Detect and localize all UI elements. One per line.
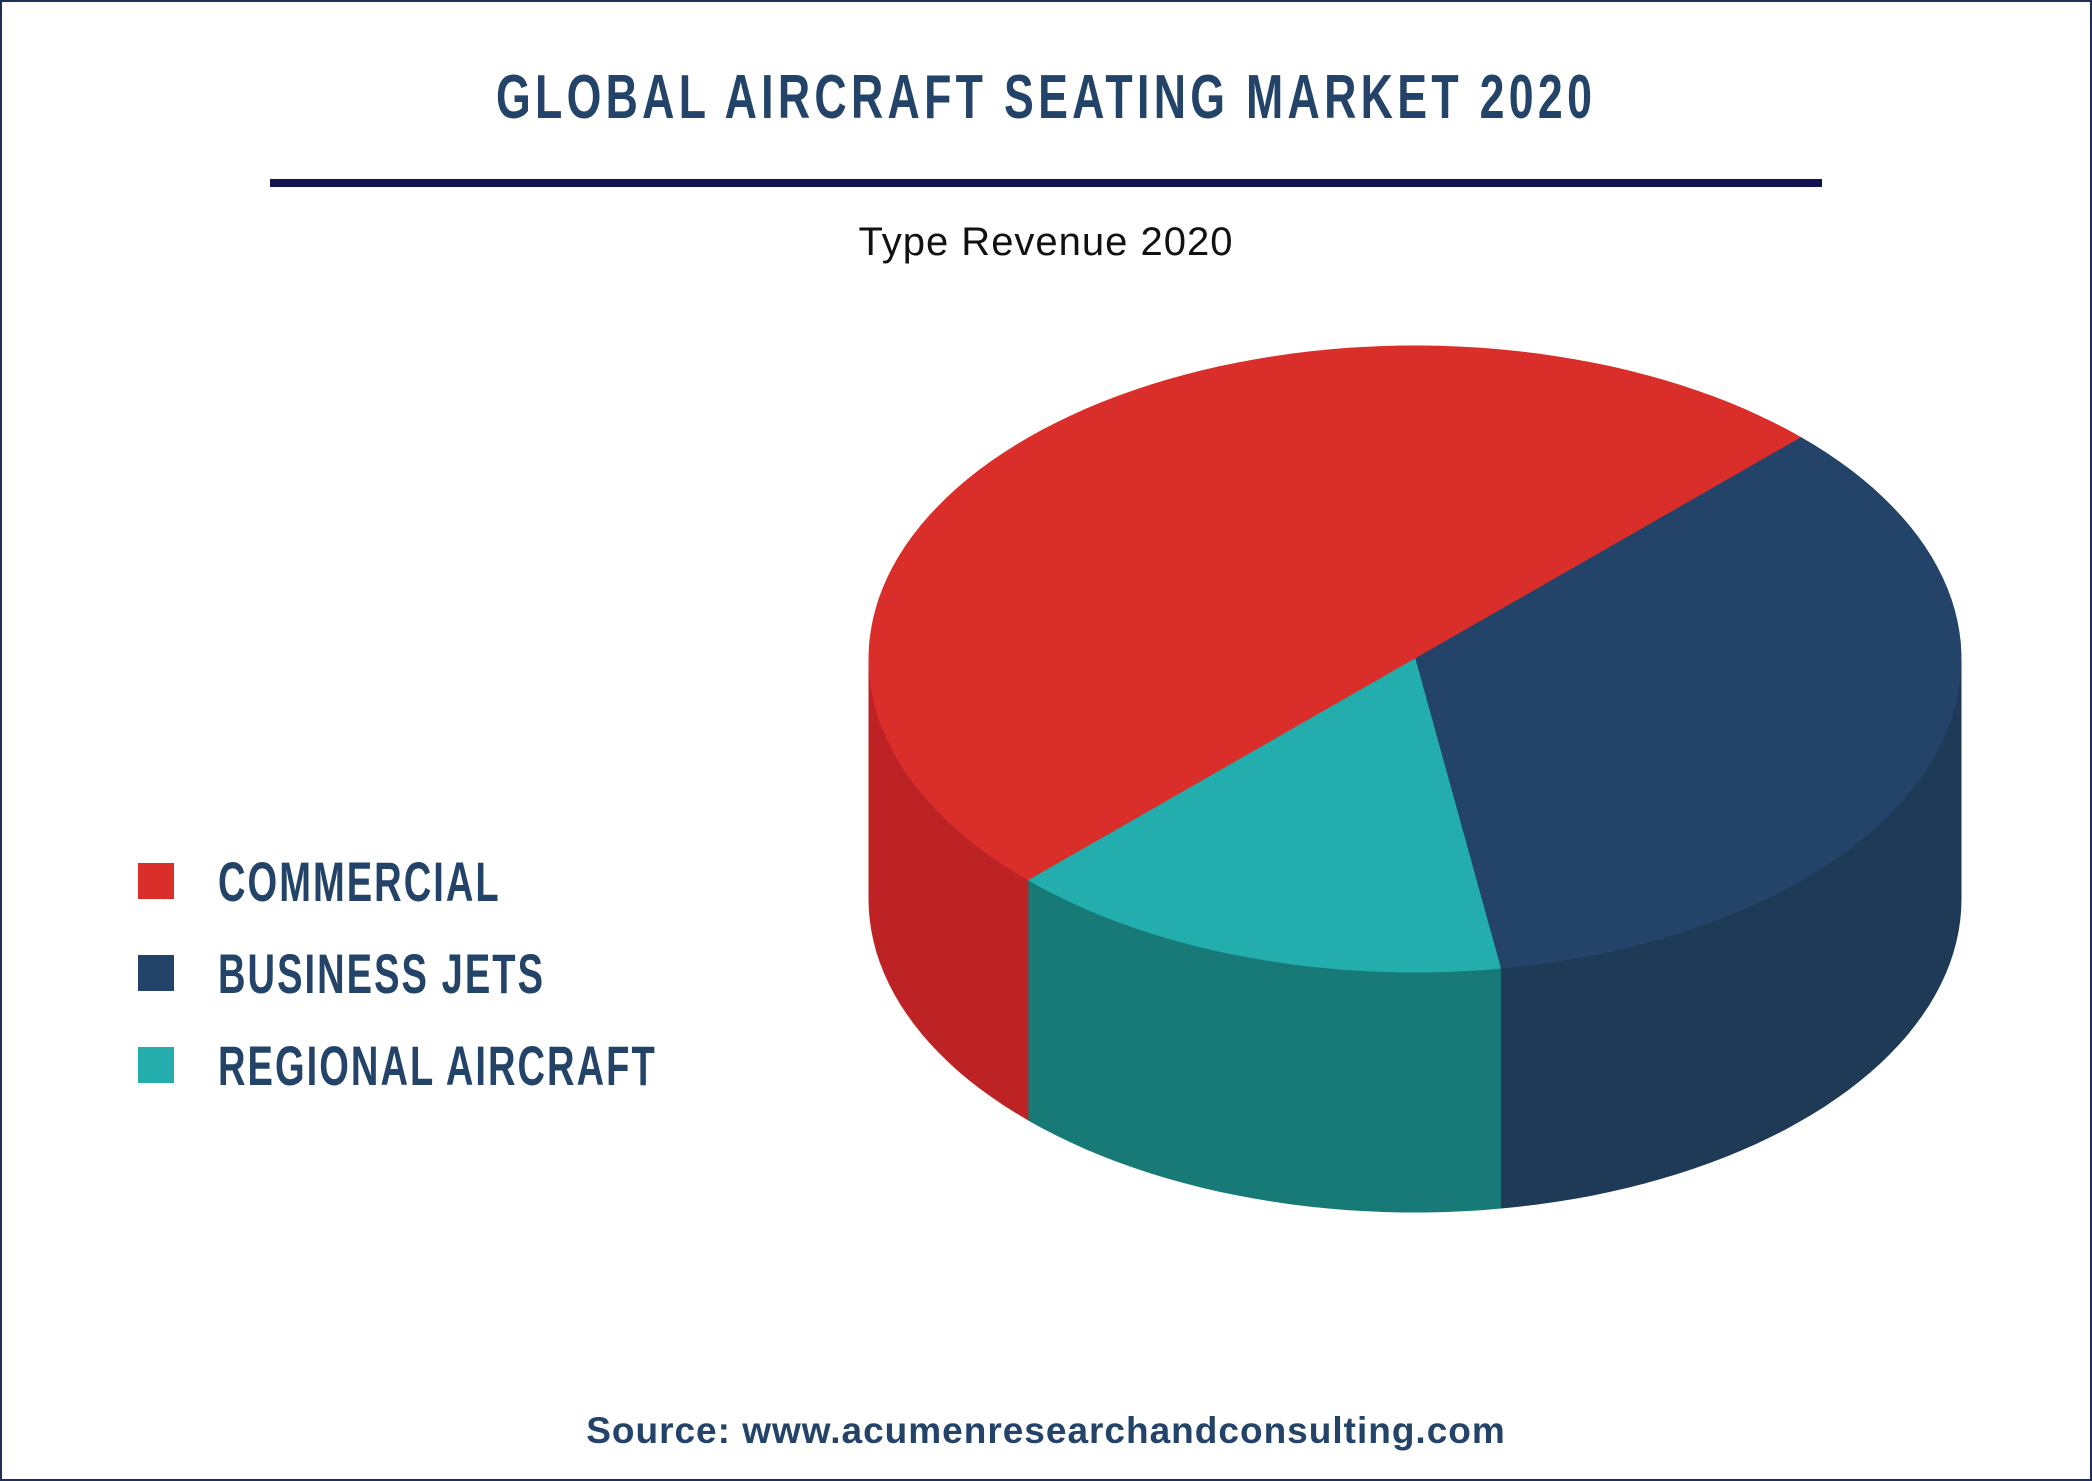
legend-item-business-jets: BUSINESS JETS xyxy=(138,927,863,1019)
legend-swatch xyxy=(138,1047,174,1083)
legend-label: REGIONAL AIRCRAFT xyxy=(218,1033,657,1097)
chart-title: GLOBAL AIRCRAFT SEATING MARKET 2020 xyxy=(495,63,1597,132)
legend: COMMERCIAL BUSINESS JETS REGIONAL AIRCRA… xyxy=(138,835,863,1111)
pie-slice-regional-aircraft xyxy=(1027,658,1502,973)
pie-slice-business-jets xyxy=(1414,437,1962,969)
title-divider xyxy=(270,179,1822,187)
legend-item-commercial: COMMERCIAL xyxy=(138,835,863,927)
source-note: Source: www.acumenresearchandconsulting.… xyxy=(586,1410,1506,1451)
pie-slice-commercial xyxy=(868,345,1803,881)
legend-label: COMMERCIAL xyxy=(218,849,501,913)
legend-swatch xyxy=(138,863,174,899)
legend-swatch xyxy=(138,955,174,991)
chart-subtitle: Type Revenue 2020 xyxy=(858,220,1234,264)
legend-item-regional-aircraft: REGIONAL AIRCRAFT xyxy=(138,1019,863,1111)
legend-label: BUSINESS JETS xyxy=(218,941,546,1005)
